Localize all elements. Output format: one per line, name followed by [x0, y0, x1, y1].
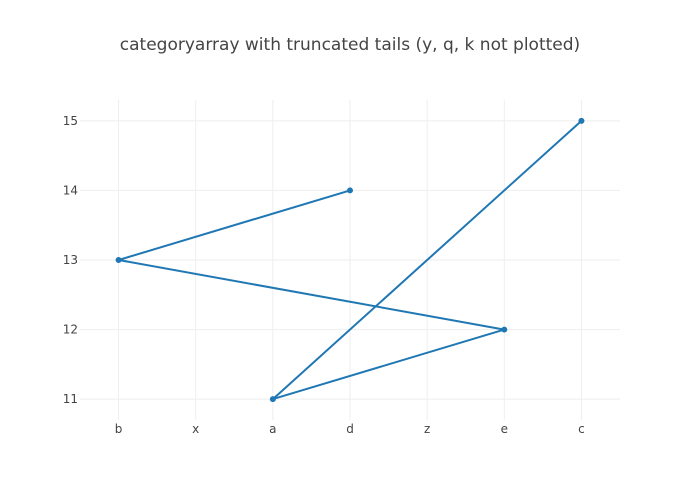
x-tick-label: b	[115, 422, 123, 436]
y-tick-label: 12	[63, 323, 78, 337]
x-tick-label: a	[269, 422, 276, 436]
y-tick-label: 13	[63, 253, 78, 267]
data-point-c	[578, 117, 585, 124]
y-axis-ticks: 11 12 13 14 15	[63, 114, 78, 406]
y-tick-label: 11	[63, 392, 78, 406]
x-tick-label: d	[346, 422, 354, 436]
x-tick-label: x	[192, 422, 199, 436]
y-tick-label: 15	[63, 114, 78, 128]
data-point-b	[115, 257, 122, 263]
data-point-a	[269, 396, 276, 403]
y-tick-label: 14	[63, 183, 78, 197]
x-tick-label: c	[578, 422, 585, 436]
x-tick-label: e	[501, 422, 508, 436]
data-point-d	[347, 187, 353, 194]
x-tick-label: z	[424, 422, 430, 436]
chart-title: categoryarray with truncated tails (y, q…	[120, 35, 580, 55]
plot-area	[115, 117, 585, 403]
data-point-e	[501, 326, 508, 333]
